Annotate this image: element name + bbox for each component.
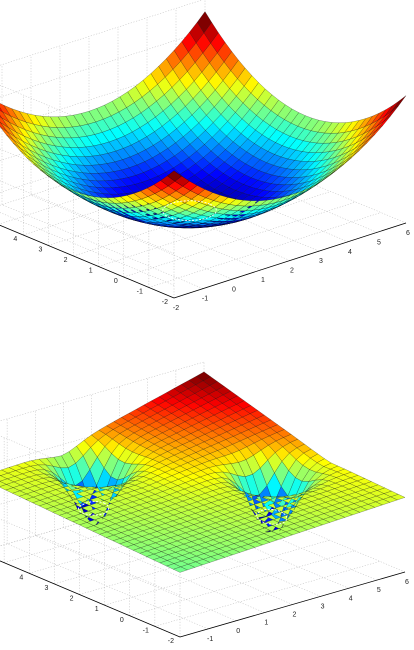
x-tick-label: -1: [207, 636, 213, 643]
y-tick-label: 0: [120, 617, 124, 624]
x-tick-label: 2: [290, 268, 294, 275]
x-tick-label: -2: [173, 305, 179, 312]
y-tick-label: 1: [95, 606, 99, 613]
surface-facet: [390, 494, 406, 501]
y-tick-label: -1: [137, 289, 143, 296]
y-tick-label: 3: [44, 585, 48, 592]
x-tick-label: 3: [319, 258, 323, 265]
y-tick-label: 2: [70, 596, 74, 603]
y-tick-label: -2: [168, 638, 174, 645]
floor-gridline: [0, 225, 175, 299]
y-tick-label: 4: [13, 236, 17, 243]
y-tick-label: 1: [89, 268, 93, 275]
floor-gridline: [154, 561, 380, 627]
x-tick-label: 5: [377, 587, 381, 594]
y-tick-label: 0: [114, 278, 118, 285]
contour-line: [256, 508, 288, 525]
x-tick-label: 6: [405, 579, 409, 586]
y-axis-line: [0, 224, 175, 299]
x-tick-label: 4: [348, 249, 352, 256]
y-tick-label: 4: [19, 574, 23, 581]
x-tick-label: 0: [236, 628, 240, 635]
y-axis-line: [0, 560, 181, 638]
surface-facet: [391, 95, 407, 112]
x-tick-label: 1: [264, 620, 268, 627]
x-tick-label: -1: [202, 296, 208, 303]
x-tick-label: 0: [232, 286, 236, 293]
x-tick-label: 5: [377, 239, 381, 246]
y-tick-label: 2: [64, 257, 68, 264]
x-tick-label: 4: [349, 595, 353, 602]
floor-gridline: [0, 560, 181, 638]
x-tick-label: 2: [293, 612, 297, 619]
x-tick-label: 6: [406, 230, 410, 237]
x-axis-line: [179, 571, 406, 638]
surface-mesh: [0, 371, 406, 573]
y-tick-label: -2: [162, 299, 168, 306]
x-tick-label: 3: [321, 603, 325, 610]
y-tick-label: 3: [38, 247, 42, 254]
contour-line: [162, 200, 217, 221]
x-axis-line: [173, 222, 407, 299]
surface-mesh: [0, 11, 407, 229]
x-tick-label: 1: [261, 277, 265, 284]
contour-line: [78, 501, 110, 516]
y-tick-label: -1: [143, 627, 149, 634]
